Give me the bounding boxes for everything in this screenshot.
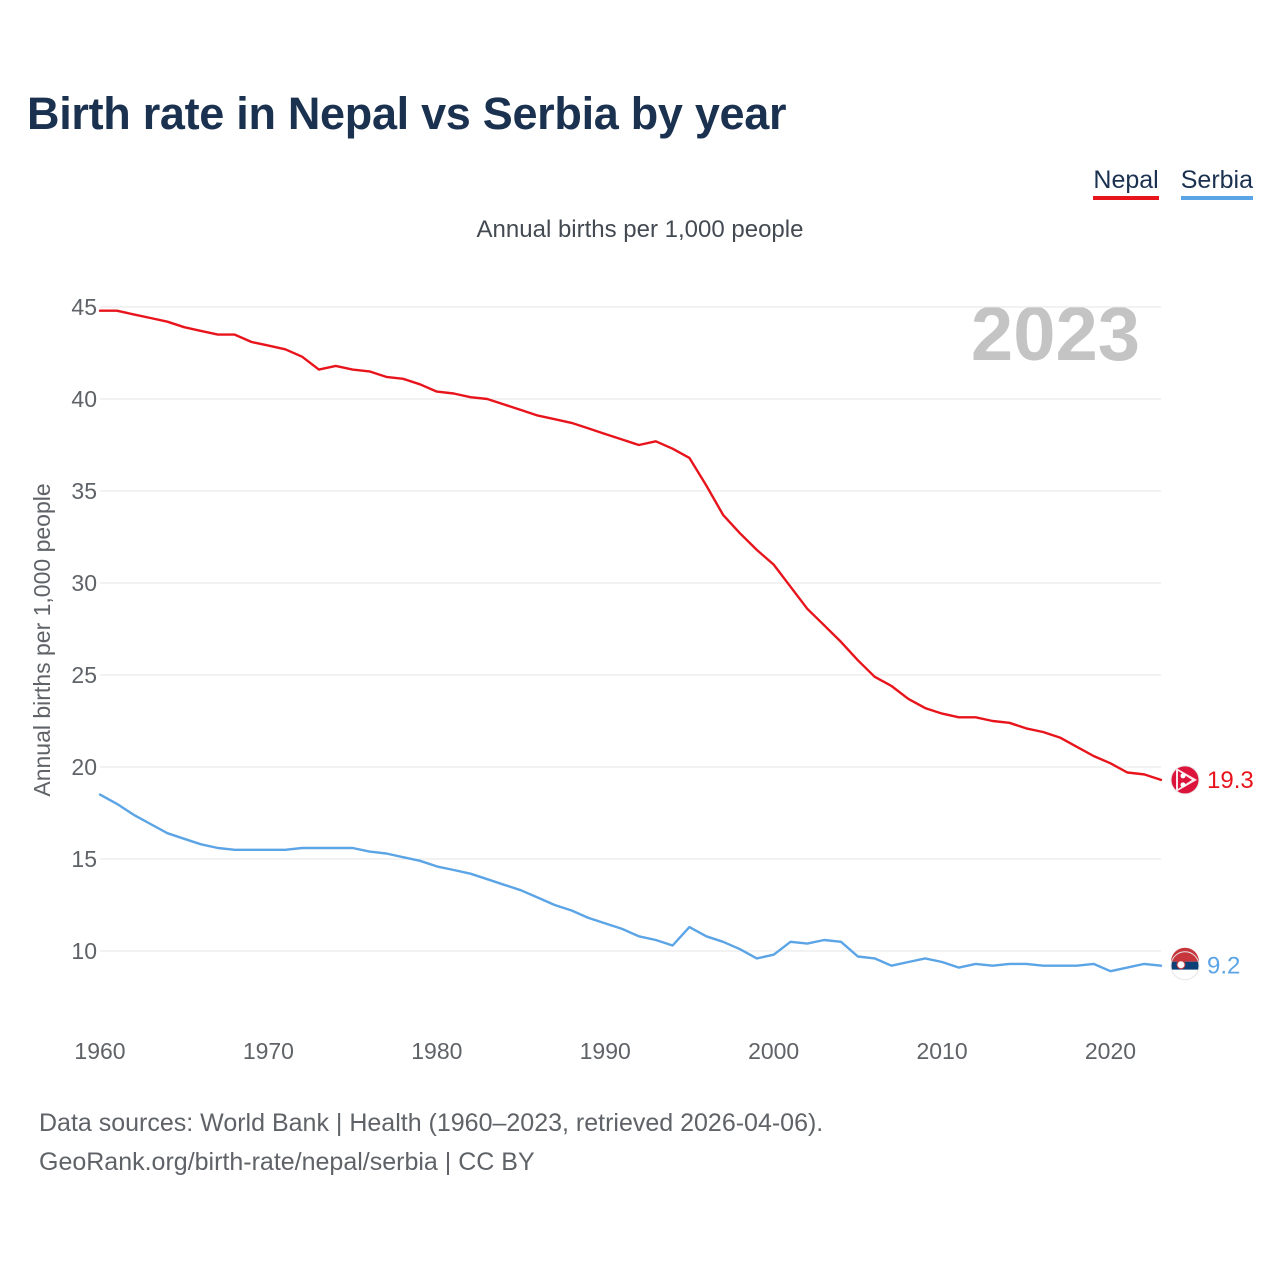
y-tick-label-15: 15 (71, 846, 97, 872)
end-label-nepal: 19.3 (1207, 767, 1254, 794)
y-tick-label-10: 10 (71, 938, 97, 964)
legend: Nepal Serbia (1093, 166, 1253, 200)
y-axis-label: Annual births per 1,000 people (29, 483, 55, 796)
y-tick-label-40: 40 (71, 386, 97, 412)
legend-item-nepal[interactable]: Nepal (1093, 166, 1159, 200)
chart-title: Birth rate in Nepal vs Serbia by year (27, 88, 787, 139)
y-tick-label-45: 45 (71, 294, 97, 320)
y-tick-label-35: 35 (71, 478, 97, 504)
footer-attribution[interactable]: GeoRank.org/birth-rate/nepal/serbia | CC… (39, 1148, 535, 1176)
x-tick-label-2010: 2010 (916, 1038, 967, 1064)
y-tick-label-25: 25 (71, 662, 97, 688)
chart-subtitle: Annual births per 1,000 people (476, 216, 804, 243)
x-tick-label-2020: 2020 (1085, 1038, 1136, 1064)
x-tick-label-2000: 2000 (748, 1038, 799, 1064)
end-label-serbia: 9.2 (1207, 953, 1240, 980)
y-tick-label-30: 30 (71, 570, 97, 596)
flag-nepal-icon (1170, 765, 1200, 795)
legend-item-serbia[interactable]: Serbia (1180, 166, 1253, 200)
flag-serbia-icon (1170, 947, 1200, 984)
y-tick-label-20: 20 (71, 754, 97, 780)
footer: Data sources: World Bank | Health (1960–… (39, 1104, 823, 1182)
x-tick-label-1970: 1970 (243, 1038, 294, 1064)
series-line-serbia (98, 793, 1163, 973)
x-tick-label-1980: 1980 (411, 1038, 462, 1064)
x-tick-label-1990: 1990 (580, 1038, 631, 1064)
series-line-nepal (98, 309, 1163, 782)
year-watermark: 2023 (971, 292, 1140, 377)
x-tick-label-1960: 1960 (74, 1038, 125, 1064)
footer-sources: Data sources: World Bank | Health (1960–… (39, 1109, 824, 1137)
